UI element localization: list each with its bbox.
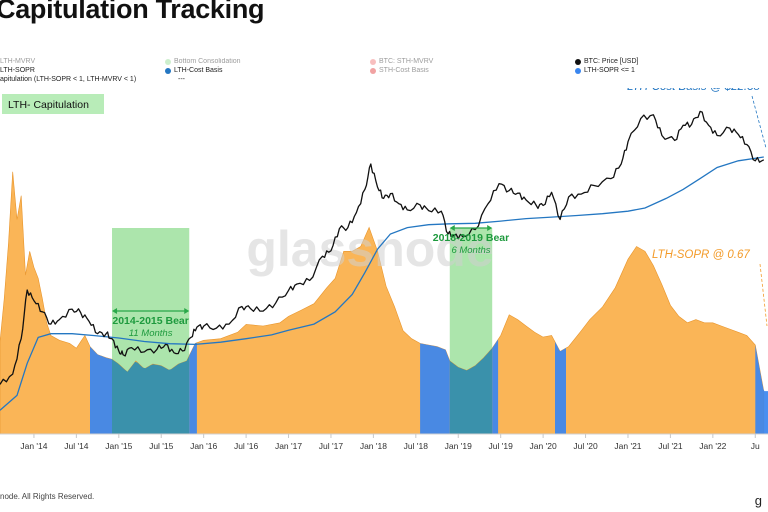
x-tick-label: Jan '21 — [614, 441, 641, 451]
x-tick-label: Jan '22 — [699, 441, 726, 451]
capitulation-overlap-area — [449, 348, 493, 434]
legend-label: --- — [178, 76, 185, 83]
cost-basis-callout-leader — [751, 95, 767, 149]
legend-item-btc-price[interactable]: BTC: Price [USD] — [575, 58, 638, 65]
x-tick-label: Jan '17 — [275, 441, 302, 451]
legend-swatch — [575, 58, 581, 65]
legend-label: LTH-SOPR <= 1 — [584, 67, 635, 74]
capitulation-badge-label: LTH- Capitulation — [8, 99, 89, 111]
lth-sopr-le-1-bands — [90, 339, 768, 434]
legend-swatch — [165, 58, 171, 65]
legend-item-capitulation[interactable]: apitulation (LTH-SOPR < 1, LTH-MVRV < 1) — [0, 76, 136, 83]
legend-item-dashes: --- — [178, 76, 185, 83]
bear-2014-2015-arrow-right — [184, 308, 190, 314]
legend-label: apitulation (LTH-SOPR < 1, LTH-MVRV < 1) — [0, 76, 137, 83]
legend-swatch — [165, 67, 171, 74]
bear-2014-2015-duration: 11 Months — [129, 328, 173, 339]
sopr-callout: LTH-SOPR @ 0.67 — [652, 249, 750, 261]
x-tick-label: Jul '15 — [149, 441, 174, 451]
legend-swatch — [370, 58, 376, 65]
page-title: Capitulation Tracking — [0, 0, 265, 24]
legend-label: LTH-SOPR — [0, 67, 35, 74]
legend-label: BTC: Price [USD] — [584, 58, 639, 65]
x-tick-label: Jul '21 — [658, 441, 683, 451]
capitulation-chart: glassnode Jan '14 Jul '14 Jan '15 Jul '15 Ja… — [0, 88, 768, 451]
x-tick-label: Jan '19 — [445, 441, 472, 451]
x-axis-ticks: Jan '14 Jul '14 Jan '15 Jul '15 Jan '16 Jul '… — [20, 434, 760, 451]
x-tick-label: Jul '19 — [489, 441, 514, 451]
legend-label: BTC: STH-MVRV — [379, 58, 434, 65]
legend-item-lth-sopr[interactable]: LTH-SOPR — [0, 67, 35, 74]
sopr-callout-leader — [759, 263, 768, 327]
lth-sopr-le-1-band — [189, 342, 197, 434]
bear-2014-2015-label: 2014-2015 Bear — [112, 315, 188, 327]
legend-label: LTH-MVRV — [0, 58, 36, 65]
bear-2018-2019-arrow-right — [487, 225, 493, 231]
x-tick-label: Jul '16 — [234, 441, 259, 451]
copyright-footer: node. All Rights Reserved. — [0, 492, 95, 501]
x-tick-label: Jul '14 — [64, 441, 89, 451]
bear-2018-2019-label: 2018-2019 Bear — [433, 232, 509, 244]
legend-item-lth-mvrv[interactable]: LTH-MVRV — [0, 58, 35, 65]
x-tick-label: Jul '20 — [573, 441, 598, 451]
legend-item-lth-cost-basis[interactable]: LTH-Cost Basis — [165, 67, 223, 74]
x-tick-label: Jan '18 — [360, 441, 387, 451]
watermark: glassnode — [246, 221, 493, 277]
bear-2014-2015-arrow-left — [112, 308, 118, 314]
legend-label: LTH-Cost Basis — [174, 67, 223, 74]
capitulation-overlap-area — [112, 355, 190, 434]
x-tick-label: Ju — [751, 441, 760, 451]
lth-sopr-le-1-band — [555, 341, 566, 434]
capitulation-badge-bg — [2, 94, 104, 114]
lth-sopr-le-1-band — [90, 346, 112, 434]
x-tick-label: Jan '14 — [20, 441, 47, 451]
cost-basis-callout: LTH-Cost Basis @ $22.38 — [627, 88, 761, 93]
annotations: LTH- Capitulation LTH-Cost Basis @ $22.38… — [2, 88, 768, 339]
legend-label: Bottom Consolidation — [174, 58, 241, 65]
x-tick-label: Jul '18 — [404, 441, 429, 451]
legend-item-sth-cost-basis[interactable]: STH-Cost Basis — [370, 67, 429, 74]
x-tick-label: Jan '16 — [190, 441, 217, 451]
x-tick-label: Jan '15 — [105, 441, 132, 451]
lth-sopr-le-1-band — [420, 343, 450, 434]
legend-item-bottom-consolidation[interactable]: Bottom Consolidation — [165, 58, 241, 65]
legend-label: STH-Cost Basis — [379, 67, 429, 74]
legend-swatch — [575, 67, 581, 74]
x-tick-label: Jan '20 — [530, 441, 557, 451]
lth-sopr-le-1-band — [492, 339, 499, 434]
lth-sopr-le-1-band — [755, 345, 768, 434]
legend-item-lth-sopr-le-1[interactable]: LTH-SOPR <= 1 — [575, 67, 635, 74]
lth-cost-basis-line — [0, 156, 764, 411]
legend-item-sth-mvrv[interactable]: BTC: STH-MVRV — [370, 58, 433, 65]
brand-corner-glyph: g — [754, 493, 762, 508]
x-tick-label: Jul '17 — [319, 441, 344, 451]
bear-2018-2019-arrow-left — [449, 225, 455, 231]
price-and-cost-basis-lines — [0, 110, 765, 411]
chart-legend: LTH-MVRV Bottom Consolidation BTC: STH-M… — [0, 58, 768, 86]
btc-price-line — [0, 110, 765, 385]
bear-2018-2019-duration: 6 Months — [451, 245, 490, 256]
legend-swatch — [370, 67, 376, 74]
